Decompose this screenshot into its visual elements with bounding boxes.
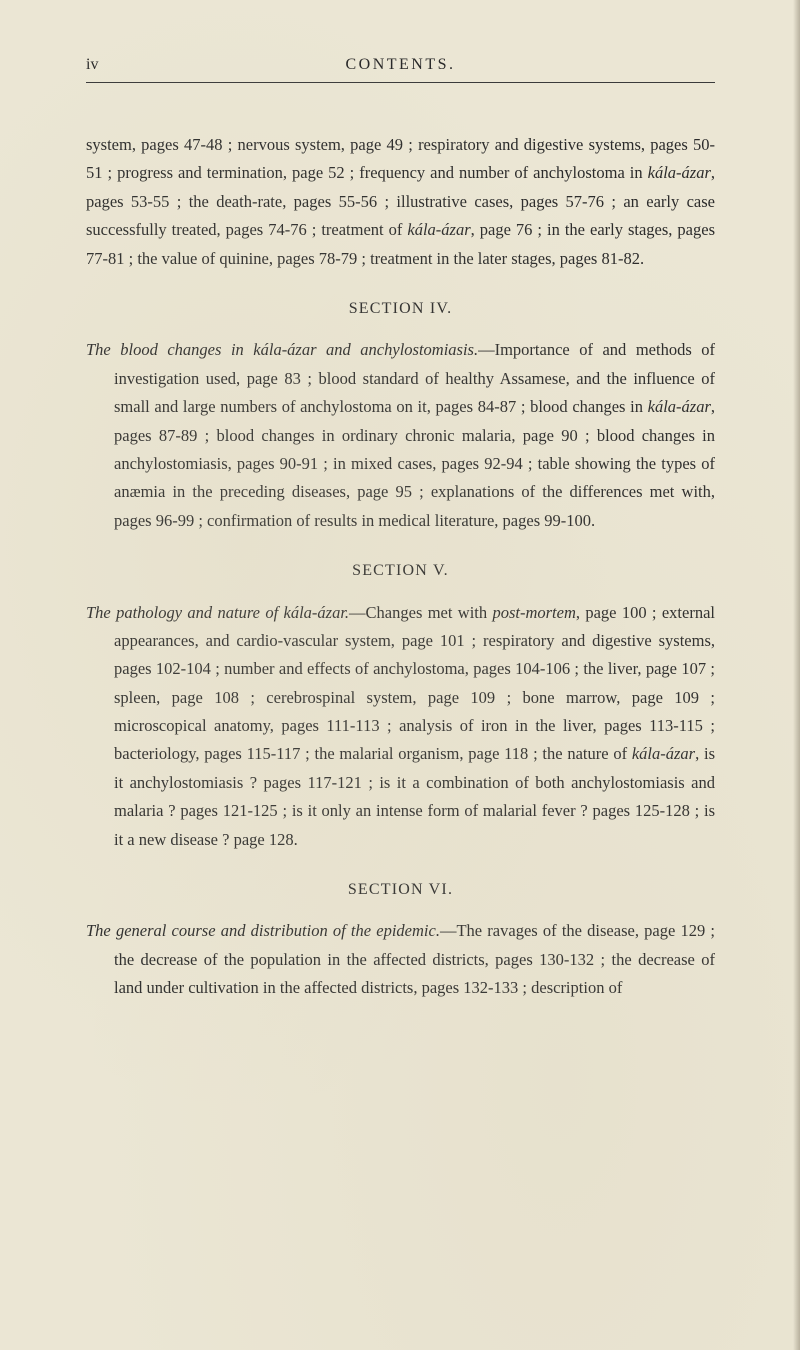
section-heading: SECTION VI. <box>86 876 715 904</box>
italic-term: post-mortem <box>492 603 575 622</box>
italic-term: kála-ázar <box>648 163 711 182</box>
italic-term: kála-ázar <box>648 397 711 416</box>
page-edge-shadow <box>793 0 800 1350</box>
page-number: iv <box>86 56 98 74</box>
text-run: , pages 87-89 ; blood changes in ordinar… <box>114 397 715 530</box>
page-title: CONTENTS. <box>345 56 455 74</box>
text-run: system, pages 47-48 ; nervous system, pa… <box>86 135 715 182</box>
text-run: , page 100 ; external appearances, and c… <box>114 603 715 764</box>
section-paragraph: The pathology and nature of kála-ázar.—C… <box>86 599 715 854</box>
body-text: system, pages 47-48 ; nervous system, pa… <box>86 131 715 1003</box>
text-run: —Changes met with <box>349 603 492 622</box>
section-paragraph: The general course and distribution of t… <box>86 917 715 1002</box>
section-label-prefix: The <box>86 340 120 359</box>
section-label-prefix: The <box>86 603 116 622</box>
page-header: iv CONTENTS. <box>86 56 715 74</box>
italic-term: kála-ázar <box>407 220 470 239</box>
section-heading: SECTION IV. <box>86 295 715 323</box>
header-rule <box>86 82 715 83</box>
section-label: pathology and nature of kála-ázar. <box>116 603 349 622</box>
section-paragraph: system, pages 47-48 ; nervous system, pa… <box>86 131 715 273</box>
italic-term: kála-ázar <box>632 744 695 763</box>
section-label: blood changes in kála-ázar and anchylost… <box>120 340 478 359</box>
page-container: iv CONTENTS. system, pages 47-48 ; nervo… <box>0 0 800 1350</box>
section-paragraph: The blood changes in kála-ázar and anchy… <box>86 336 715 535</box>
section-heading: SECTION V. <box>86 557 715 585</box>
section-label: general course and distribution of the e… <box>116 921 440 940</box>
section-label-prefix: The <box>86 921 116 940</box>
